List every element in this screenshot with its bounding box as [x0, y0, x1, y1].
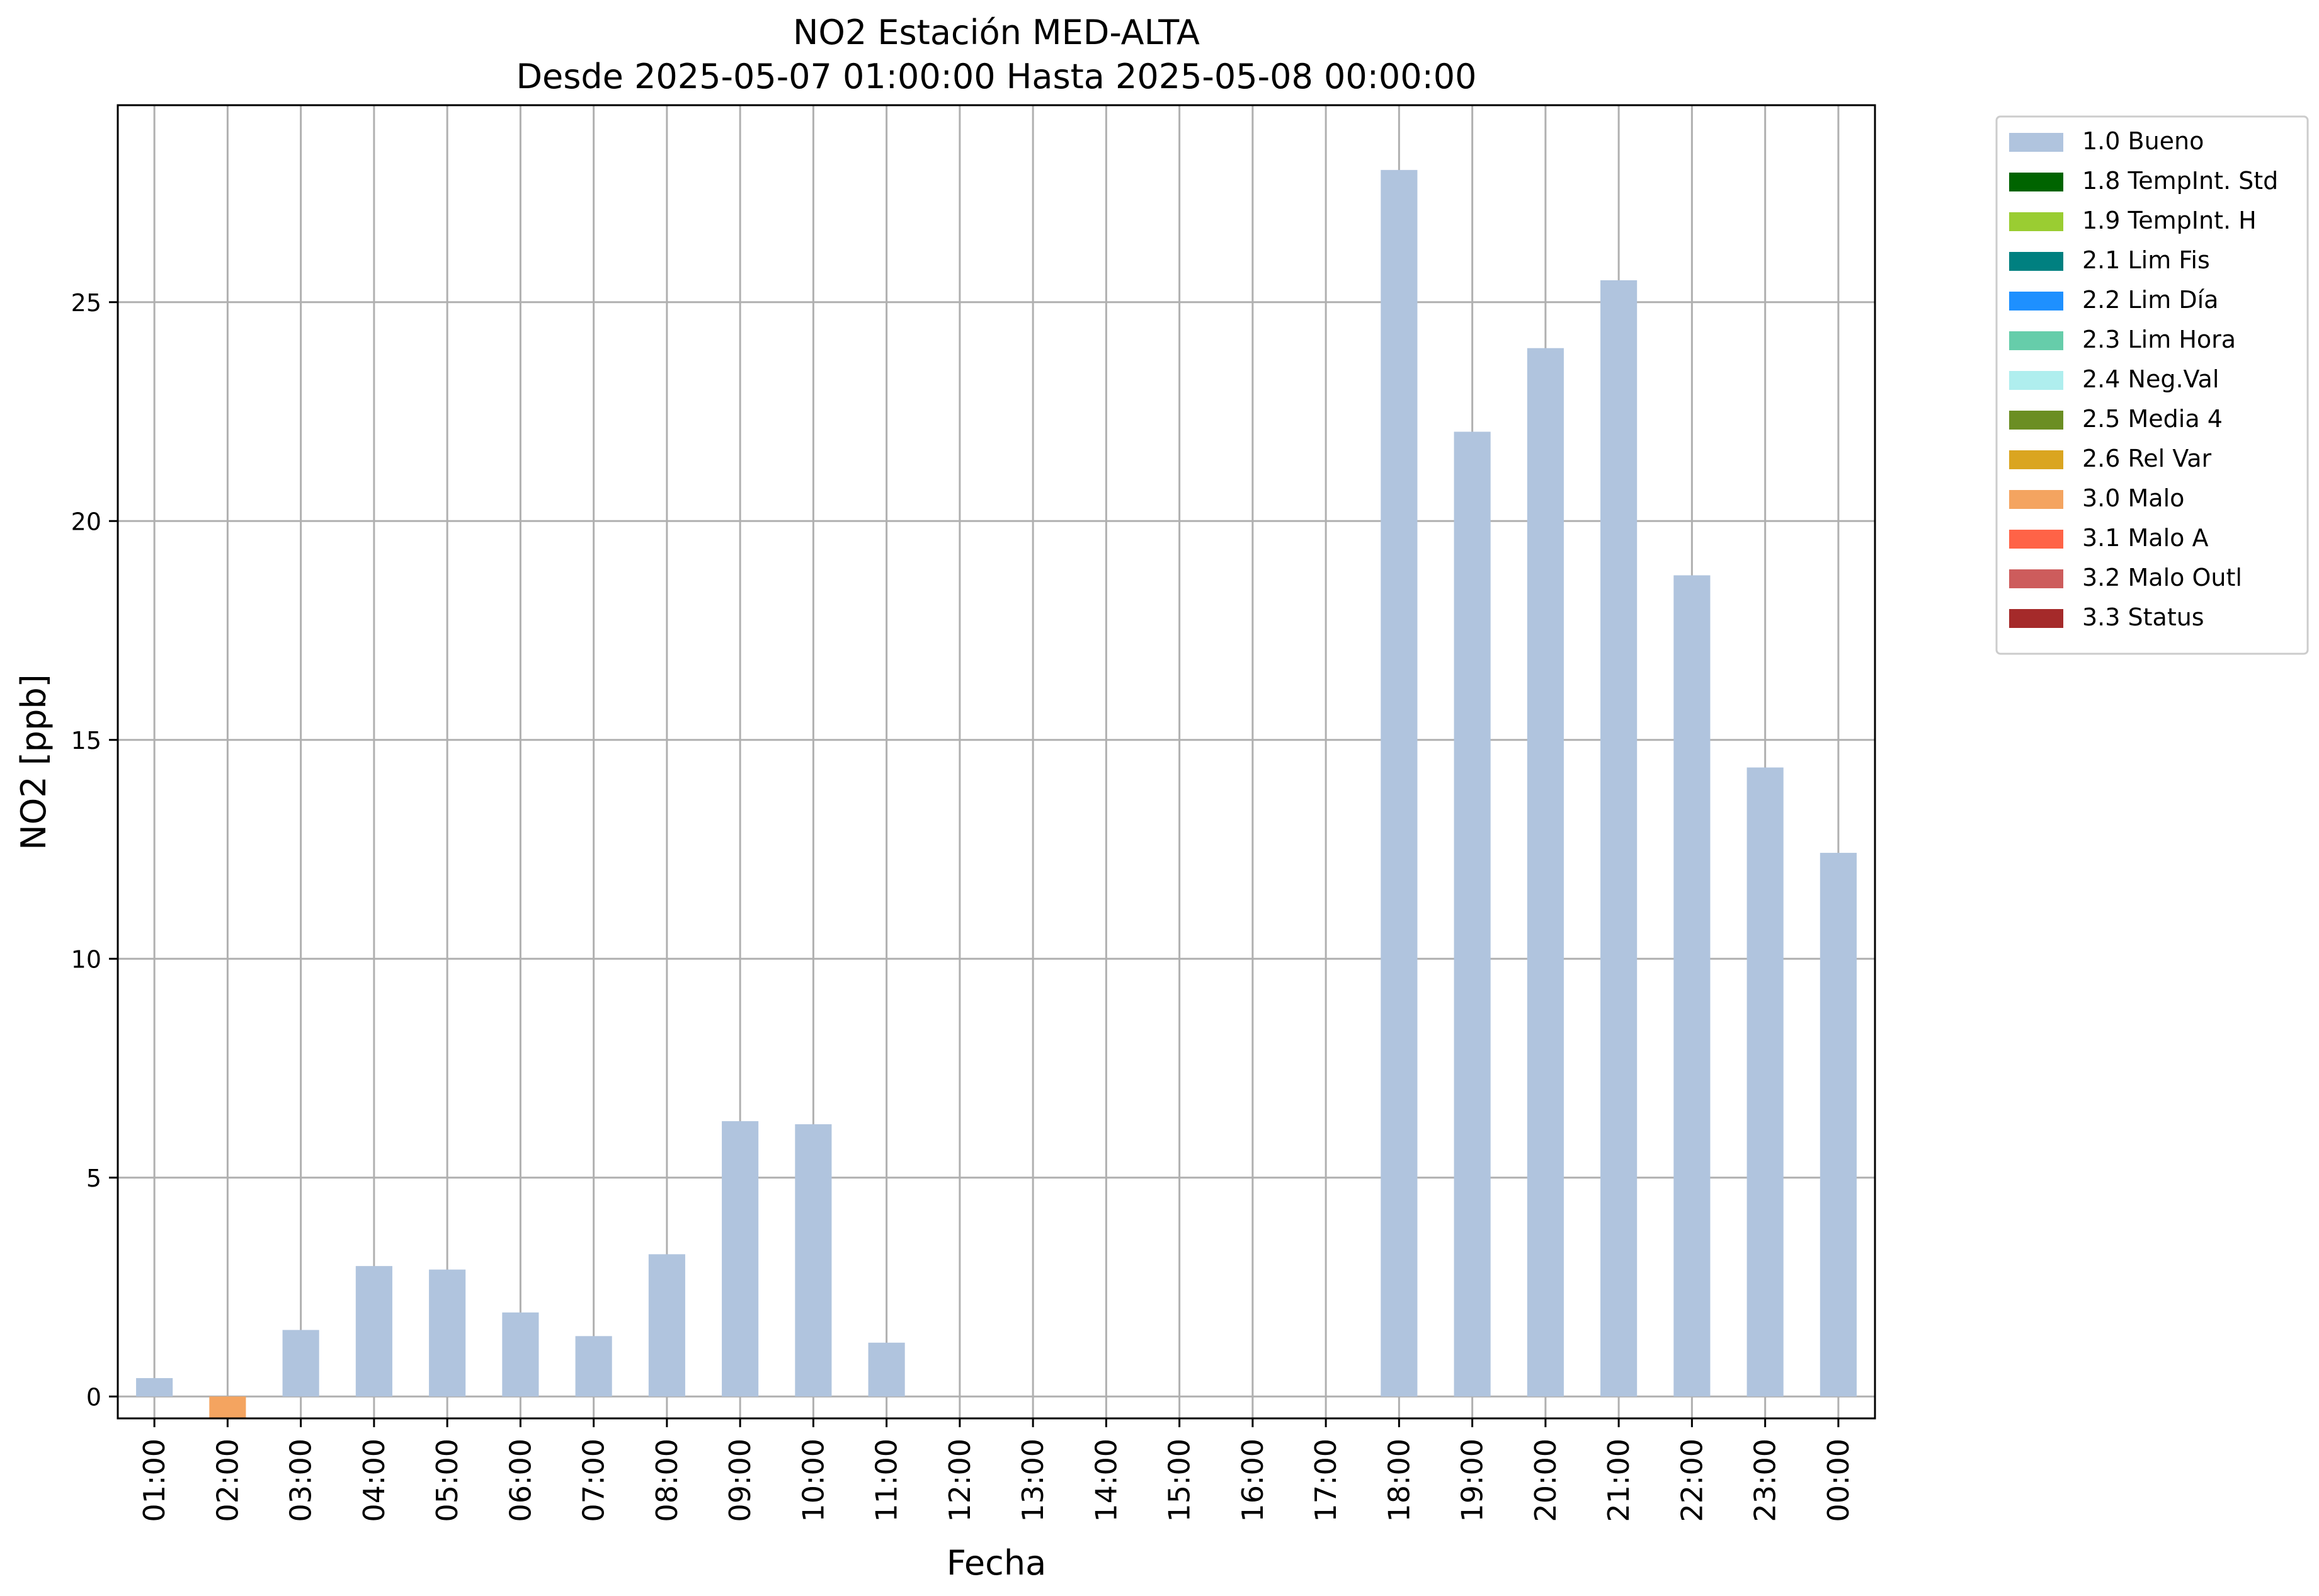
- legend: 1.0 Bueno 1.8 TempInt. Std 1.9 TempInt. H 2…: [1995, 115, 2309, 655]
- x-tick-label: 04:00: [357, 1439, 391, 1522]
- x-tick-label: 05:00: [430, 1439, 464, 1522]
- legend-swatch: [2009, 371, 2063, 390]
- legend-swatch: [2009, 569, 2063, 588]
- x-tick-label: 13:00: [1016, 1439, 1050, 1522]
- x-axis: 01:00 02:00 03:00 04:00 05:00 06:00 07:00 08:00…: [137, 1418, 1855, 1522]
- bar-0300: [282, 1330, 319, 1397]
- legend-label: 2.1 Lim Fis: [2082, 246, 2210, 274]
- bar-0400: [355, 1266, 392, 1397]
- bar-0200: [209, 1396, 246, 1418]
- x-tick-label: 12:00: [943, 1439, 977, 1522]
- legend-swatch: [2009, 252, 2063, 271]
- x-tick-label: 18:00: [1382, 1439, 1416, 1522]
- legend-label: 3.2 Malo Outl: [2082, 564, 2242, 591]
- x-tick-label: 22:00: [1675, 1439, 1709, 1522]
- legend-swatch: [2009, 173, 2063, 191]
- legend-swatch: [2009, 133, 2063, 152]
- x-tick-label: 15:00: [1163, 1439, 1197, 1522]
- bar-2300: [1746, 767, 1784, 1397]
- bar-2000: [1527, 348, 1564, 1397]
- x-tick-label: 19:00: [1456, 1439, 1490, 1522]
- legend-swatch: [2009, 411, 2063, 430]
- legend-swatch: [2009, 609, 2063, 628]
- bar-1800: [1381, 169, 1418, 1397]
- bar-1900: [1454, 431, 1491, 1397]
- y-tick-label: 0: [86, 1383, 101, 1411]
- legend-label: 2.6 Rel Var: [2082, 445, 2212, 472]
- legend-label: 1.9 TempInt. H: [2082, 207, 2257, 234]
- legend-label: 2.2 Lim Día: [2082, 286, 2218, 314]
- x-tick-label: 23:00: [1748, 1439, 1782, 1522]
- legend-swatch: [2009, 490, 2063, 509]
- x-tick-label: 14:00: [1089, 1439, 1123, 1522]
- chart-title: NO2 Estación MED-ALTA: [793, 13, 1200, 52]
- legend-label: 2.4 Neg.Val: [2082, 365, 2219, 393]
- legend-swatch: [2009, 331, 2063, 350]
- legend-swatch: [2009, 530, 2063, 549]
- x-axis-label: Fecha: [947, 1543, 1046, 1583]
- y-tick-label: 10: [71, 945, 101, 973]
- y-tick-label: 25: [71, 289, 101, 317]
- x-tick-label: 21:00: [1602, 1439, 1636, 1522]
- legend-label: 3.0 Malo: [2082, 484, 2184, 512]
- bar-2100: [1600, 280, 1638, 1397]
- legend-swatch: [2009, 212, 2063, 231]
- bar-0100: [136, 1378, 173, 1397]
- bar-0600: [502, 1312, 539, 1397]
- legend-label: 1.0 Bueno: [2082, 127, 2204, 155]
- x-tick-label: 01:00: [137, 1439, 171, 1522]
- legend-swatch: [2009, 450, 2063, 469]
- y-tick-label: 20: [71, 508, 101, 535]
- x-tick-label: 08:00: [650, 1439, 684, 1522]
- bar-0700: [575, 1336, 612, 1397]
- legend-label: 2.3 Lim Hora: [2082, 326, 2236, 353]
- x-tick-label: 20:00: [1529, 1439, 1563, 1522]
- legend-label: 3.1 Malo A: [2082, 524, 2208, 552]
- x-tick-label: 02:00: [210, 1439, 244, 1522]
- x-tick-label: 03:00: [284, 1439, 318, 1522]
- x-tick-label: 00:00: [1821, 1439, 1855, 1522]
- legend-swatch: [2009, 292, 2063, 311]
- x-tick-label: 06:00: [503, 1439, 537, 1522]
- bar-2200: [1673, 575, 1711, 1397]
- x-tick-label: 10:00: [796, 1439, 830, 1522]
- plot-frame: [117, 104, 1876, 1420]
- bar-0500: [429, 1269, 466, 1397]
- bar-1000: [795, 1124, 832, 1397]
- bar-1100: [868, 1342, 905, 1397]
- y-axis: 0 5 10 15 20 25: [71, 289, 118, 1411]
- x-tick-label: 09:00: [723, 1439, 757, 1522]
- legend-label: 3.3 Status: [2082, 603, 2204, 631]
- y-tick-label: 5: [86, 1165, 101, 1192]
- x-tick-label: 07:00: [577, 1439, 611, 1522]
- x-tick-label: 16:00: [1236, 1439, 1270, 1522]
- bar-0800: [648, 1254, 685, 1397]
- legend-label: 1.8 TempInt. Std: [2082, 167, 2278, 195]
- legend-frame: [1995, 115, 2309, 655]
- chart-subtitle: Desde 2025-05-07 01:00:00 Hasta 2025-05-…: [516, 57, 1476, 96]
- bars-group: [136, 169, 1857, 1418]
- y-tick-label: 15: [71, 727, 101, 755]
- y-axis-label: NO2 [ppb]: [14, 674, 54, 850]
- x-tick-label: 11:00: [870, 1439, 904, 1522]
- bar-0000: [1820, 853, 1857, 1397]
- x-tick-label: 17:00: [1309, 1439, 1343, 1522]
- bar-0900: [722, 1121, 759, 1397]
- legend-label: 2.5 Media 4: [2082, 405, 2223, 433]
